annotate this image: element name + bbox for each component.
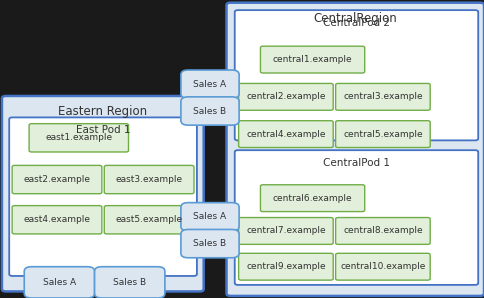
Text: CentralPod 2: CentralPod 2 — [322, 18, 389, 28]
Text: central4.example: central4.example — [246, 130, 325, 139]
FancyBboxPatch shape — [335, 83, 429, 110]
Text: central6.example: central6.example — [272, 194, 352, 203]
FancyBboxPatch shape — [29, 124, 128, 152]
Text: east1.example: east1.example — [45, 133, 112, 142]
FancyBboxPatch shape — [104, 165, 194, 194]
FancyBboxPatch shape — [234, 150, 477, 285]
Text: CentralRegion: CentralRegion — [313, 12, 396, 25]
Text: central2.example: central2.example — [246, 92, 325, 101]
Text: Sales A: Sales A — [193, 212, 226, 221]
Text: central5.example: central5.example — [342, 130, 422, 139]
FancyBboxPatch shape — [12, 206, 102, 234]
FancyBboxPatch shape — [238, 253, 333, 280]
Text: Sales A: Sales A — [43, 278, 76, 287]
FancyBboxPatch shape — [9, 117, 197, 276]
FancyBboxPatch shape — [2, 96, 203, 291]
Text: east4.example: east4.example — [23, 215, 91, 224]
FancyBboxPatch shape — [24, 267, 94, 298]
Text: Sales B: Sales B — [193, 239, 226, 248]
Text: east5.example: east5.example — [115, 215, 182, 224]
Text: Eastern Region: Eastern Region — [58, 105, 147, 118]
FancyBboxPatch shape — [260, 46, 364, 73]
Text: Sales B: Sales B — [193, 106, 226, 116]
FancyBboxPatch shape — [335, 218, 429, 244]
FancyBboxPatch shape — [260, 185, 364, 212]
FancyBboxPatch shape — [12, 165, 102, 194]
FancyBboxPatch shape — [181, 70, 239, 98]
FancyBboxPatch shape — [104, 206, 194, 234]
FancyBboxPatch shape — [335, 253, 429, 280]
FancyBboxPatch shape — [226, 3, 483, 296]
Text: East Pod 1: East Pod 1 — [76, 125, 130, 135]
Text: east2.example: east2.example — [23, 175, 91, 184]
Text: CentralPod 1: CentralPod 1 — [322, 158, 389, 168]
FancyBboxPatch shape — [234, 10, 477, 140]
FancyBboxPatch shape — [335, 121, 429, 148]
Text: east3.example: east3.example — [115, 175, 182, 184]
FancyBboxPatch shape — [238, 83, 333, 110]
FancyBboxPatch shape — [181, 229, 239, 258]
Text: central1.example: central1.example — [272, 55, 352, 64]
FancyBboxPatch shape — [181, 203, 239, 231]
Text: central10.example: central10.example — [339, 262, 425, 271]
FancyBboxPatch shape — [181, 97, 239, 125]
Text: central8.example: central8.example — [342, 226, 422, 235]
Text: central3.example: central3.example — [342, 92, 422, 101]
Text: central9.example: central9.example — [245, 262, 325, 271]
Text: Sales B: Sales B — [113, 278, 146, 287]
FancyBboxPatch shape — [238, 218, 333, 244]
Text: Sales A: Sales A — [193, 80, 226, 89]
FancyBboxPatch shape — [94, 267, 165, 298]
Text: central7.example: central7.example — [245, 226, 325, 235]
FancyBboxPatch shape — [238, 121, 333, 148]
